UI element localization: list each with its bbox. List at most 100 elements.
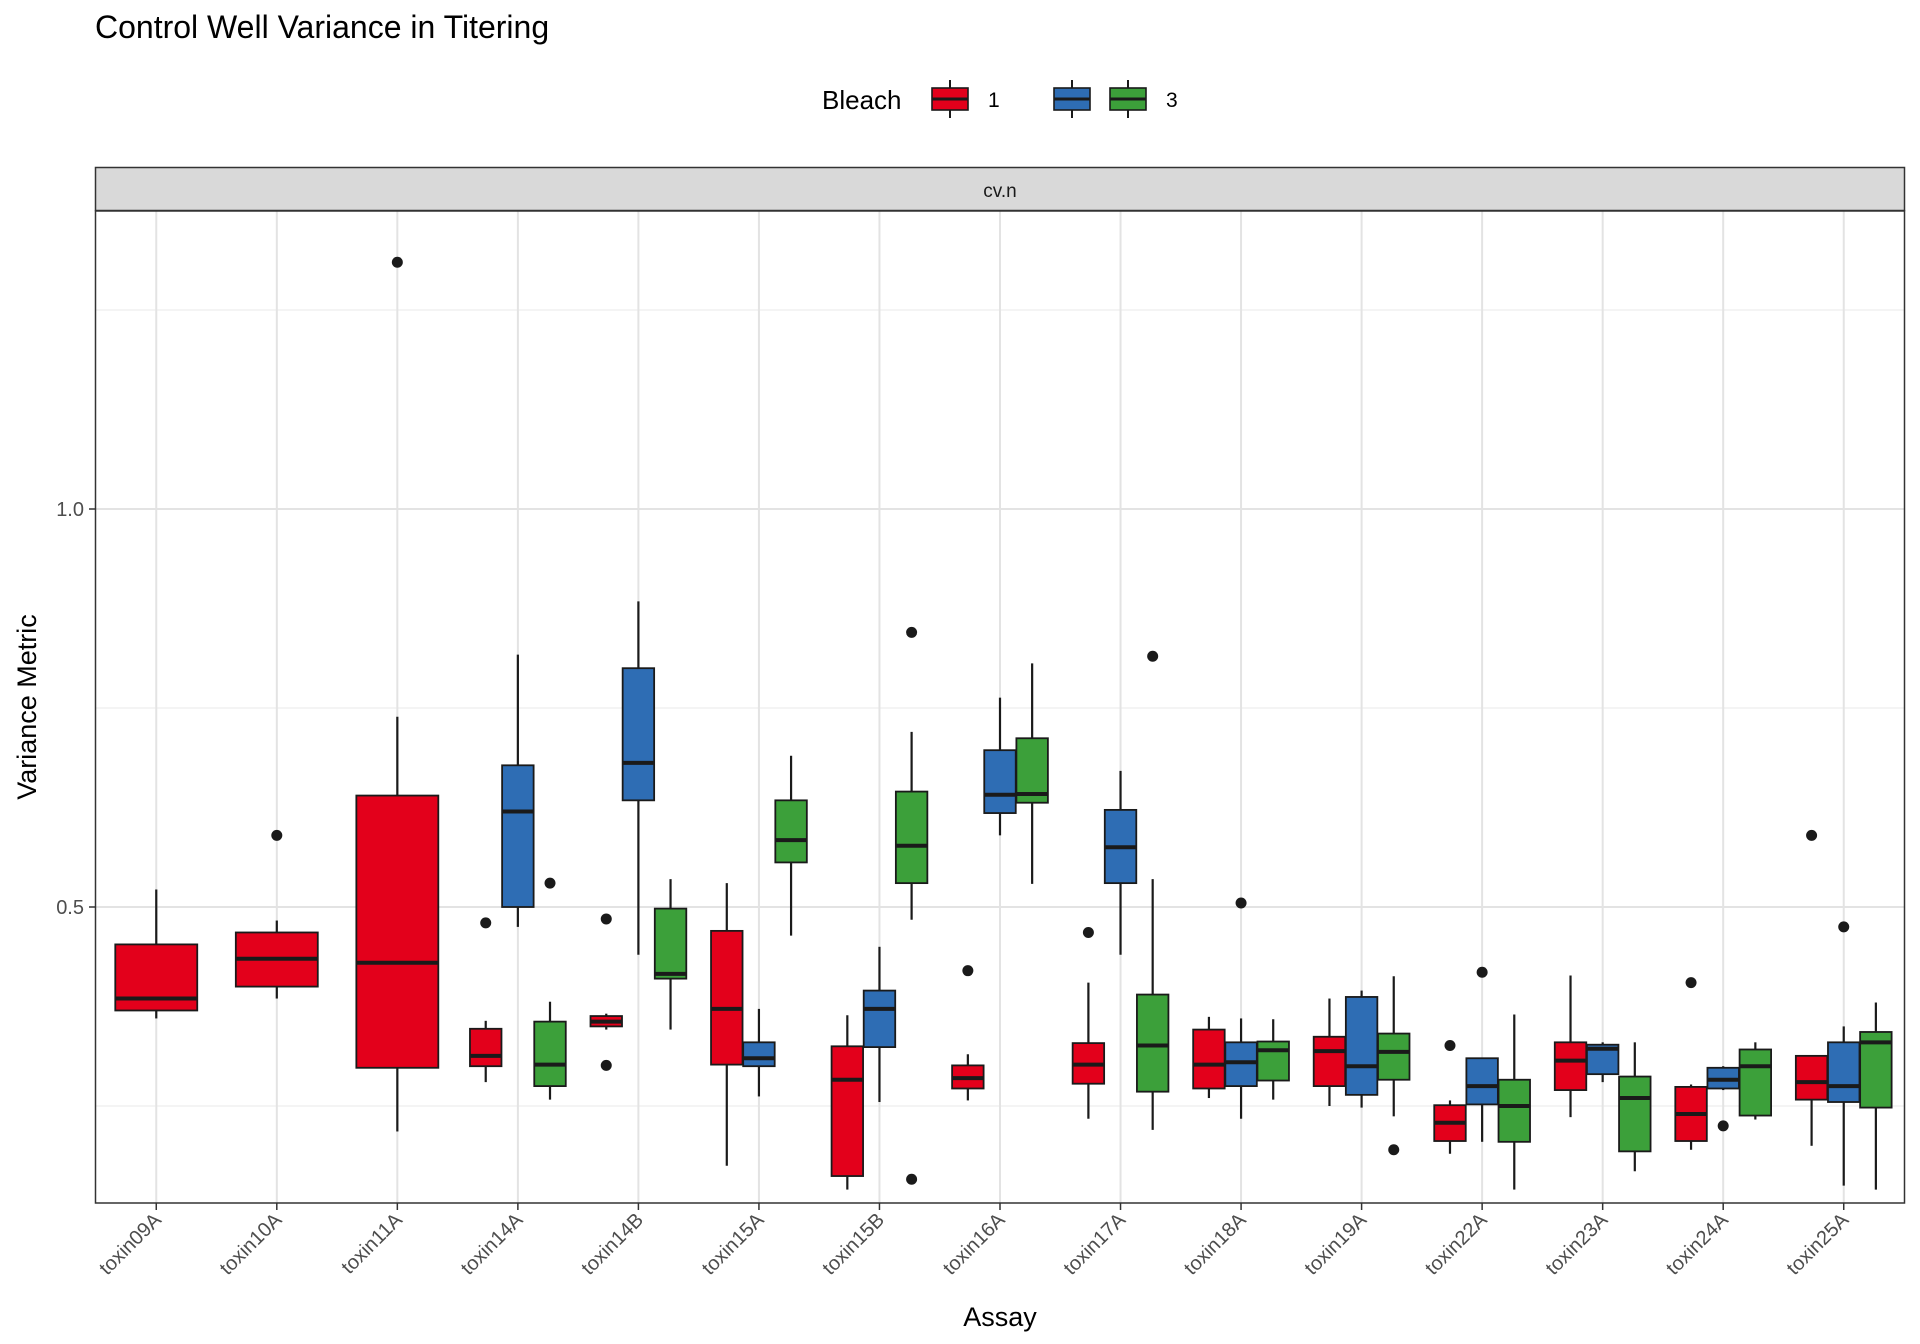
box-toxin18A-2 xyxy=(1224,897,1258,1119)
box-body xyxy=(1192,1028,1226,1090)
x-tick-label: toxin18A xyxy=(1180,1209,1251,1280)
x-tick-label: toxin15B xyxy=(818,1209,889,1280)
outlier-point xyxy=(600,913,612,925)
box-body xyxy=(469,1027,503,1068)
legend-label: 1 xyxy=(988,89,1000,112)
y-tick-label: 0.5 xyxy=(56,897,84,919)
box-toxin17A-3 xyxy=(1136,650,1170,1130)
box-toxin15B-1 xyxy=(830,1015,864,1190)
box-body xyxy=(1859,1031,1893,1109)
outlier-point xyxy=(1717,1120,1729,1132)
box-body xyxy=(710,929,744,1066)
box-body xyxy=(1377,1032,1411,1081)
outlier-point xyxy=(906,626,918,638)
x-tick-label: toxin14B xyxy=(577,1209,648,1280)
x-tick-label: toxin22A xyxy=(1421,1209,1492,1280)
outlier-point xyxy=(1476,966,1488,978)
box-toxin14A-3 xyxy=(533,877,567,1100)
box-toxin22A-2 xyxy=(1465,966,1499,1142)
box-toxin22A-1 xyxy=(1433,1040,1467,1154)
box-body xyxy=(533,1020,567,1088)
box-toxin14B-2 xyxy=(621,601,656,955)
legend-label: 3 xyxy=(1166,89,1178,112)
outlier-point xyxy=(1838,921,1850,933)
box-body xyxy=(621,667,656,802)
box-toxin17A-1 xyxy=(1071,926,1106,1119)
box-body xyxy=(983,749,1017,814)
box-body xyxy=(355,794,440,1069)
y-axis-title: Variance Metric xyxy=(12,614,42,800)
outlier-point xyxy=(1806,829,1818,841)
outlier-point xyxy=(1147,650,1159,662)
x-tick-label: toxin15A xyxy=(698,1209,769,1280)
box-body xyxy=(862,989,897,1048)
box-toxin25A-1 xyxy=(1794,829,1829,1146)
box-toxin23A-2 xyxy=(1586,1042,1620,1083)
box-body xyxy=(1794,1054,1829,1101)
box-toxin14B-1 xyxy=(589,913,623,1071)
box-toxin14B-3 xyxy=(653,879,688,1030)
box-toxin14A-1 xyxy=(469,917,503,1083)
outlier-point xyxy=(1685,977,1697,989)
box-toxin15A-1 xyxy=(710,883,744,1166)
box-toxin15B-2 xyxy=(862,946,897,1103)
outlier-point xyxy=(906,1173,918,1185)
legend-key-1: 1 xyxy=(931,80,1000,118)
outlier-point xyxy=(1388,1144,1400,1156)
box-toxin24A-3 xyxy=(1738,1042,1772,1120)
box-body xyxy=(1312,1035,1347,1088)
legend: Bleach 123 xyxy=(822,80,1178,118)
box-body xyxy=(1136,993,1170,1093)
box-body xyxy=(1553,1041,1588,1091)
x-tick-label: toxin14A xyxy=(457,1209,528,1280)
box-toxin10A-1 xyxy=(234,829,319,999)
outlier-point xyxy=(962,965,974,977)
outlier-point xyxy=(1082,926,1094,938)
outlier-point xyxy=(480,917,492,929)
outlier-point xyxy=(1235,897,1247,909)
x-tick-label: toxin16A xyxy=(939,1209,1010,1280)
box-toxin25A-2 xyxy=(1827,921,1861,1186)
box-toxin19A-2 xyxy=(1344,990,1379,1108)
box-body xyxy=(653,907,688,980)
x-tick-label: toxin17A xyxy=(1059,1209,1130,1280)
box-body xyxy=(1618,1075,1652,1153)
box-toxin24A-1 xyxy=(1674,977,1708,1150)
facet-strip xyxy=(94,166,1906,212)
box-toxin15B-3 xyxy=(894,626,929,1185)
box-toxin17A-2 xyxy=(1103,770,1138,955)
box-toxin16A-3 xyxy=(1015,663,1049,884)
box-body xyxy=(1827,1041,1861,1103)
legend-title: Bleach xyxy=(822,85,902,115)
outlier-point xyxy=(391,256,403,268)
box-toxin18A-1 xyxy=(1192,1016,1226,1099)
x-tick-label: toxin24A xyxy=(1662,1209,1733,1280)
box-toxin15A-2 xyxy=(742,1008,776,1097)
x-tick-label: toxin25A xyxy=(1783,1209,1854,1280)
box-toxin23A-3 xyxy=(1618,1042,1652,1172)
box-body xyxy=(1738,1048,1772,1117)
box-body xyxy=(1497,1078,1531,1143)
box-body xyxy=(742,1041,776,1068)
box-body xyxy=(1256,1040,1290,1082)
box-toxin22A-3 xyxy=(1497,1014,1531,1190)
outlier-point xyxy=(600,1059,612,1071)
x-tick-label: toxin19A xyxy=(1301,1209,1372,1280)
box-body xyxy=(830,1045,864,1177)
box-toxin14A-2 xyxy=(501,654,535,927)
box-body xyxy=(1465,1057,1499,1106)
box-toxin09A-1 xyxy=(114,889,199,1019)
box-toxin23A-1 xyxy=(1553,975,1588,1118)
box-toxin18A-3 xyxy=(1256,1019,1290,1100)
x-tick-label: toxin11A xyxy=(337,1209,407,1279)
facet-label: cv.n xyxy=(983,181,1016,202)
box-toxin11A-1 xyxy=(355,256,440,1132)
outlier-point xyxy=(271,829,283,841)
legend-key-3: 3 xyxy=(1109,80,1178,118)
box-body xyxy=(894,790,929,885)
x-axis-title: Assay xyxy=(963,1302,1037,1332)
box-body xyxy=(114,943,199,1012)
box-body xyxy=(1344,996,1379,1096)
box-toxin16A-2 xyxy=(983,697,1017,836)
